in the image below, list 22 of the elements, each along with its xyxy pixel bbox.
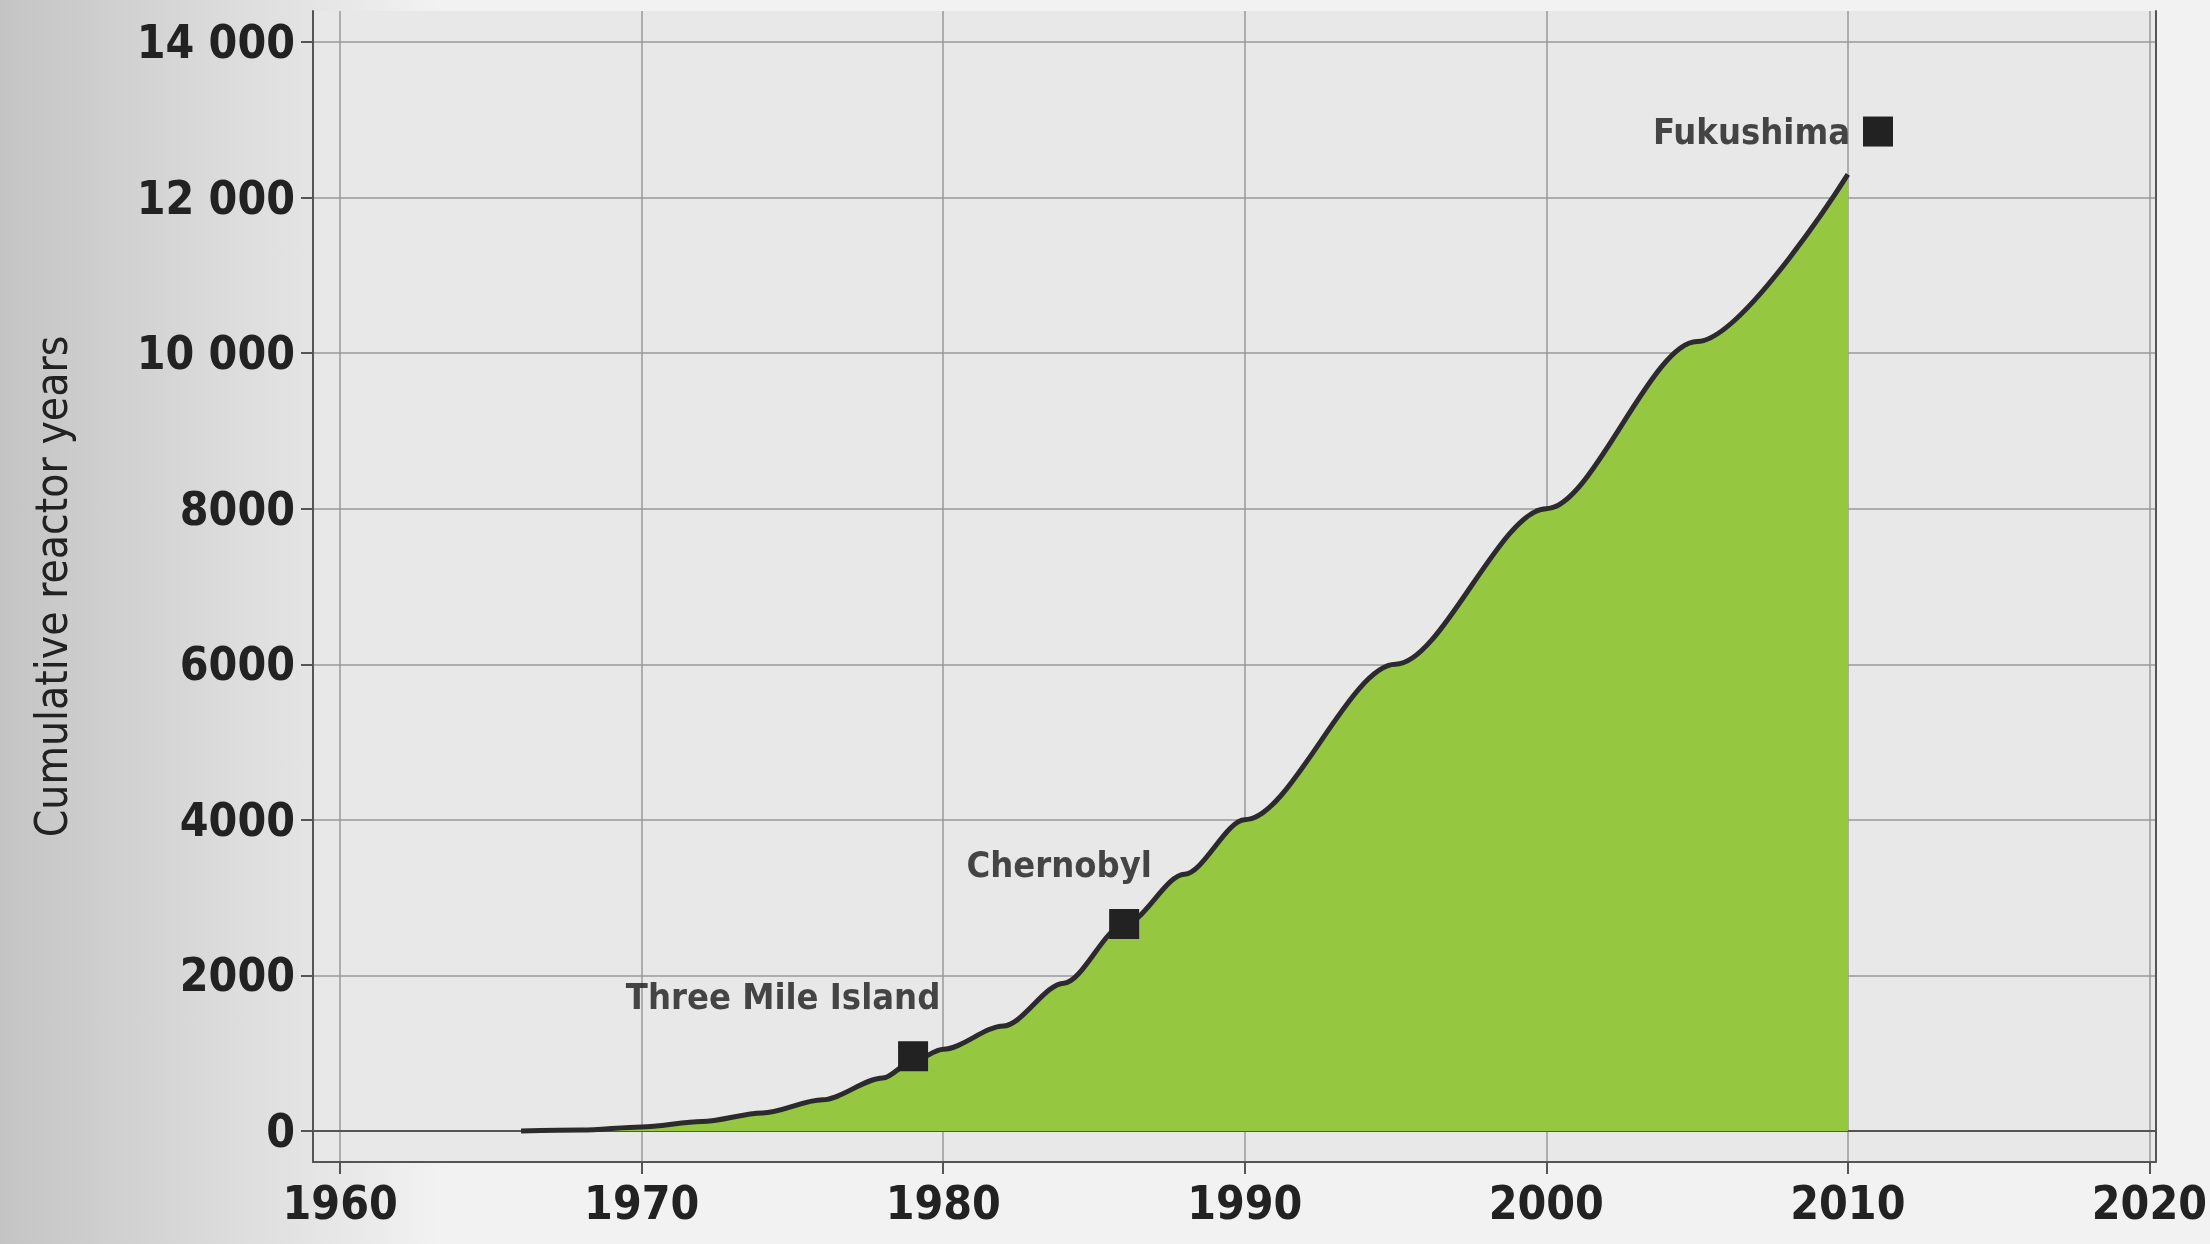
y-tick-label: 2000: [179, 948, 295, 1003]
x-tick-label: 1970: [584, 1176, 700, 1230]
y-tick-label: 6000: [179, 637, 295, 692]
x-tick-label: 2010: [1790, 1176, 1906, 1230]
y-axis-title: Cumulative reactor years: [25, 335, 77, 838]
point: [1863, 116, 1894, 147]
annotation: Fukushima: [1652, 111, 1851, 153]
point: [1109, 909, 1140, 940]
y-tick-label: 10 000: [136, 326, 295, 381]
x-tick-label: 1960: [282, 1176, 398, 1230]
y-tick-label: 4000: [179, 792, 295, 847]
x-tick-label: 2000: [1488, 1176, 1604, 1230]
y-tick-label: 12 000: [136, 170, 295, 225]
annotation: Chernobyl: [966, 843, 1152, 885]
x-tick-label: 1980: [885, 1176, 1001, 1230]
y-tick-label: 0: [266, 1103, 295, 1158]
x-tick-label: 1990: [1187, 1176, 1303, 1230]
annotation: Three Mile Island: [625, 975, 941, 1017]
x-tick-label: 2020: [2091, 1176, 2207, 1230]
y-tick-label: 14 000: [136, 15, 295, 70]
point: [898, 1041, 929, 1072]
y-tick-label: 8000: [179, 481, 295, 536]
